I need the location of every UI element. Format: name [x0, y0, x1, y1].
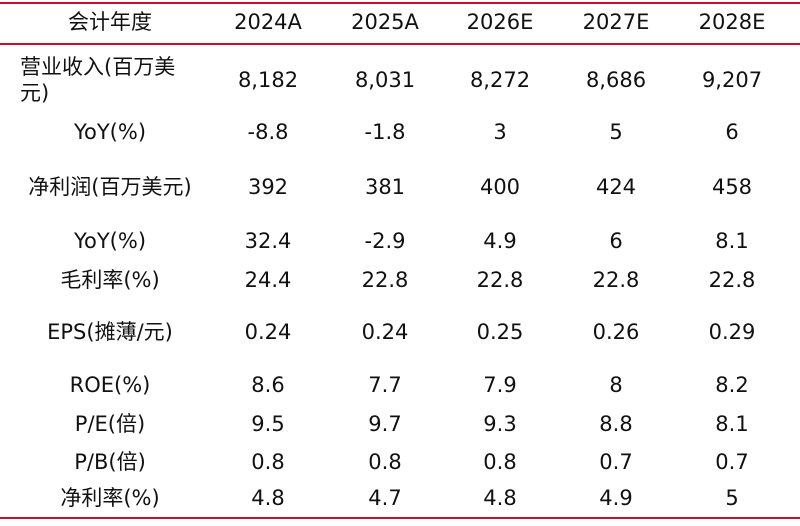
cell-value: 0.7	[599, 450, 633, 474]
row-label: P/E(倍)	[74, 412, 146, 436]
cell-value: 8,182	[237, 68, 299, 92]
cell-value: 8	[609, 373, 623, 397]
cell-value: 8.8	[599, 412, 633, 436]
cell-value: 6	[609, 229, 623, 253]
cell-value: 9.5	[251, 412, 285, 436]
cell-value: 8.6	[251, 373, 285, 397]
cell-value: 3	[493, 120, 507, 144]
row-label: EPS(摊薄/元)	[47, 320, 173, 344]
cell-value: 7.9	[483, 373, 517, 397]
cell-value: 24.4	[244, 268, 292, 292]
row-label: 毛利率(%)	[60, 268, 160, 292]
cell-value: 0.7	[715, 450, 749, 474]
cell-value: 400	[479, 175, 521, 199]
header-year: 2027E	[582, 10, 650, 34]
cell-value: 0.29	[708, 320, 756, 344]
cell-value: 424	[595, 175, 637, 199]
cell-value: 8,686	[585, 68, 647, 92]
header-year: 2025A	[351, 10, 419, 34]
row-label: YoY(%)	[73, 229, 147, 253]
cell-value: 32.4	[244, 229, 292, 253]
cell-value: 9.3	[483, 412, 517, 436]
row-label: ROE(%)	[69, 373, 151, 397]
cell-value: 6	[725, 120, 739, 144]
cell-value: 4.9	[599, 486, 633, 510]
cell-value: 22.8	[592, 268, 640, 292]
header-year: 2026E	[466, 10, 534, 34]
cell-value: 4.7	[368, 486, 402, 510]
top-rule	[0, 2, 800, 4]
cell-value: 381	[364, 175, 406, 199]
cell-value: 4.9	[483, 229, 517, 253]
bottom-rule	[0, 517, 800, 519]
cell-value: 0.26	[592, 320, 640, 344]
row-label: 净利润(百万美元)	[28, 175, 192, 199]
row-label: P/B(倍)	[74, 450, 146, 474]
cell-value: 9,207	[701, 68, 763, 92]
cell-value: 458	[711, 175, 753, 199]
cell-value: 9.7	[368, 412, 402, 436]
cell-value: 0.24	[361, 320, 409, 344]
cell-value: 4.8	[483, 486, 517, 510]
cell-value: 5	[609, 120, 623, 144]
header-year: 2024A	[234, 10, 302, 34]
cell-value: 22.8	[476, 268, 524, 292]
row-label: 净利率(%)	[60, 486, 160, 510]
cell-value: 22.8	[708, 268, 756, 292]
cell-value: 8.1	[715, 229, 749, 253]
cell-value: 8.2	[715, 373, 749, 397]
row-label: YoY(%)	[73, 120, 147, 144]
cell-value: 0.24	[244, 320, 292, 344]
cell-value: -1.8	[364, 120, 406, 144]
cell-value: -2.9	[364, 229, 406, 253]
cell-value: 8,031	[354, 68, 416, 92]
cell-value: 5	[725, 486, 739, 510]
cell-value: 22.8	[361, 268, 409, 292]
cell-value: 8,272	[469, 68, 531, 92]
cell-value: -8.8	[247, 120, 289, 144]
cell-value: 0.8	[368, 450, 402, 474]
header-rule	[0, 43, 800, 45]
cell-value: 0.8	[251, 450, 285, 474]
cell-value: 4.8	[251, 486, 285, 510]
cell-value: 0.25	[476, 320, 524, 344]
row-label: 营业收入(百万美元)	[20, 55, 176, 105]
cell-value: 0.8	[483, 450, 517, 474]
cell-value: 8.1	[715, 412, 749, 436]
header-year: 2028E	[698, 10, 766, 34]
cell-value: 392	[247, 175, 289, 199]
header-label: 会计年度	[68, 10, 152, 34]
cell-value: 7.7	[368, 373, 402, 397]
